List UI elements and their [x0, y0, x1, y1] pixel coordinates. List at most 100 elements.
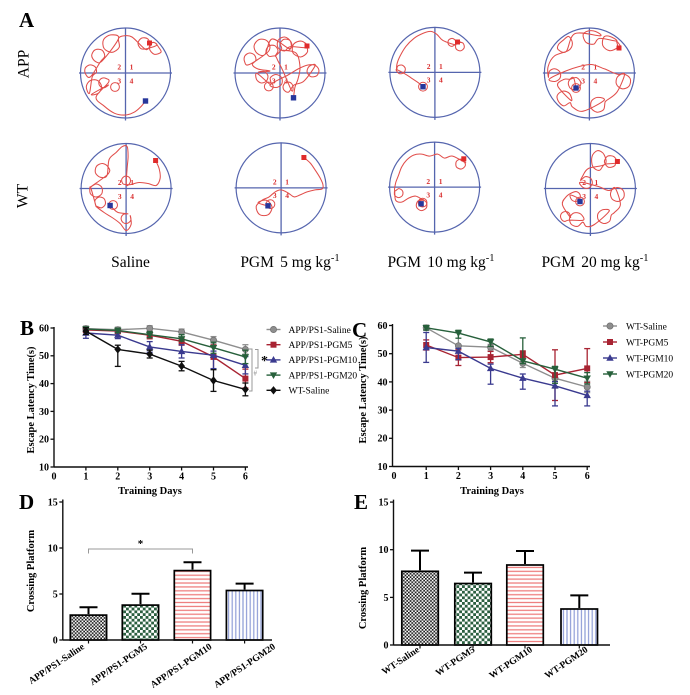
svg-text:3: 3 — [581, 76, 585, 85]
svg-text:2: 2 — [118, 178, 122, 187]
svg-text:C: C — [352, 318, 367, 342]
svg-text:WT-PGM5: WT-PGM5 — [626, 338, 669, 348]
svg-text:WT-PGM20: WT-PGM20 — [543, 645, 590, 681]
svg-text:1: 1 — [595, 178, 599, 187]
svg-text:15: 15 — [379, 497, 389, 508]
svg-text:Training Days: Training Days — [460, 486, 524, 497]
svg-text:3: 3 — [117, 76, 121, 85]
svg-text:4: 4 — [130, 192, 134, 201]
svg-text:PGM 20 mg kg-1: PGM 20 mg kg-1 — [541, 253, 648, 271]
svg-text:30: 30 — [39, 407, 49, 418]
svg-text:20: 20 — [378, 434, 388, 445]
svg-text:10: 10 — [48, 543, 58, 554]
svg-text:*: * — [261, 354, 268, 369]
svg-text:Crossing Platform: Crossing Platform — [26, 530, 37, 613]
svg-text:1: 1 — [284, 63, 288, 72]
svg-text:2: 2 — [273, 178, 277, 187]
svg-text:Training Days: Training Days — [118, 486, 182, 497]
svg-text:1: 1 — [130, 63, 134, 72]
svg-text:4: 4 — [285, 191, 289, 200]
svg-text:4: 4 — [284, 76, 288, 85]
svg-text:4: 4 — [439, 76, 443, 85]
svg-text:40: 40 — [39, 379, 49, 390]
svg-text:APP: APP — [16, 50, 33, 78]
svg-text:4: 4 — [520, 471, 525, 482]
svg-text:20: 20 — [39, 435, 49, 446]
svg-text:2: 2 — [426, 177, 430, 186]
svg-text:40: 40 — [378, 377, 388, 388]
svg-text:6: 6 — [243, 472, 248, 483]
svg-text:*: * — [138, 538, 144, 550]
svg-text:1: 1 — [285, 178, 289, 187]
svg-text:0: 0 — [384, 640, 389, 651]
svg-text:1: 1 — [424, 471, 429, 482]
svg-text:4: 4 — [179, 472, 184, 483]
svg-text:5: 5 — [553, 471, 558, 482]
svg-text:1: 1 — [439, 177, 443, 186]
svg-text:WT-Saline: WT-Saline — [289, 387, 330, 397]
svg-text:4: 4 — [594, 76, 598, 85]
svg-text:3: 3 — [488, 471, 493, 482]
svg-text:PGM 5 mg kg-1: PGM 5 mg kg-1 — [240, 253, 339, 271]
svg-text:WT-PGM20: WT-PGM20 — [626, 370, 673, 380]
svg-text:10: 10 — [39, 462, 49, 473]
svg-text:10: 10 — [379, 545, 389, 556]
svg-text:4: 4 — [130, 76, 134, 85]
svg-text:3: 3 — [273, 191, 277, 200]
svg-text:Crossing Platform: Crossing Platform — [358, 547, 369, 630]
svg-text:3: 3 — [582, 192, 586, 201]
svg-text:3: 3 — [426, 190, 430, 199]
svg-text:1: 1 — [83, 472, 88, 483]
svg-text:2: 2 — [272, 63, 276, 72]
svg-text:10: 10 — [378, 462, 388, 473]
svg-text:WT-Saline: WT-Saline — [626, 322, 667, 332]
svg-text:D: D — [19, 490, 34, 514]
svg-text:5: 5 — [211, 472, 216, 483]
svg-text:4: 4 — [439, 190, 443, 199]
svg-text:30: 30 — [378, 406, 388, 417]
svg-text:2: 2 — [117, 63, 121, 72]
svg-text:APP/PS1-PGM20: APP/PS1-PGM20 — [213, 642, 278, 690]
svg-text:0: 0 — [52, 472, 57, 483]
svg-text:60: 60 — [378, 321, 388, 332]
svg-text:15: 15 — [48, 497, 58, 508]
svg-text:60: 60 — [39, 323, 49, 334]
svg-text:3: 3 — [272, 76, 276, 85]
svg-text:1: 1 — [130, 178, 134, 187]
svg-text:APP/PS1-PGM5: APP/PS1-PGM5 — [289, 341, 353, 351]
svg-text:APP/PS1-Saline: APP/PS1-Saline — [289, 326, 351, 336]
svg-text:5: 5 — [384, 593, 389, 604]
svg-text:Escape Latency Time(s): Escape Latency Time(s) — [26, 346, 37, 453]
svg-text:APP/PS1-PGM5: APP/PS1-PGM5 — [89, 642, 150, 688]
svg-text:WT: WT — [15, 183, 32, 208]
svg-text:APP/PS1-PGM10: APP/PS1-PGM10 — [149, 642, 214, 690]
svg-text:B: B — [20, 316, 34, 340]
svg-text:#: # — [254, 370, 258, 378]
svg-text:50: 50 — [378, 349, 388, 360]
svg-text:APP/PS1-PGM20: APP/PS1-PGM20 — [289, 371, 358, 381]
svg-text:APP/PS1-PGM10: APP/PS1-PGM10 — [289, 356, 358, 366]
svg-text:A: A — [19, 8, 35, 32]
svg-text:4: 4 — [595, 192, 599, 201]
svg-text:3: 3 — [147, 472, 152, 483]
svg-text:5: 5 — [53, 589, 58, 600]
svg-text:1: 1 — [439, 62, 443, 71]
svg-text:WT-PGM5: WT-PGM5 — [434, 645, 477, 679]
svg-text:2: 2 — [456, 471, 461, 482]
svg-text:WT-PGM10: WT-PGM10 — [488, 645, 535, 681]
svg-text:3: 3 — [118, 192, 122, 201]
svg-text:E: E — [354, 490, 368, 514]
svg-text:2: 2 — [581, 63, 585, 72]
svg-text:APP/PS1-Saline: APP/PS1-Saline — [27, 642, 86, 687]
svg-text:6: 6 — [585, 471, 590, 482]
svg-text:50: 50 — [39, 351, 49, 362]
svg-text:Saline: Saline — [111, 254, 150, 271]
svg-text:2: 2 — [427, 62, 431, 71]
svg-text:WT-PGM10: WT-PGM10 — [626, 354, 673, 364]
svg-text:2: 2 — [115, 472, 120, 483]
svg-text:PGM 10 mg kg-1: PGM 10 mg kg-1 — [387, 253, 494, 271]
svg-text:Escape Latency Time(s): Escape Latency Time(s) — [358, 336, 369, 443]
svg-text:3: 3 — [427, 76, 431, 85]
svg-text:0: 0 — [53, 635, 58, 646]
svg-text:0: 0 — [392, 471, 397, 482]
